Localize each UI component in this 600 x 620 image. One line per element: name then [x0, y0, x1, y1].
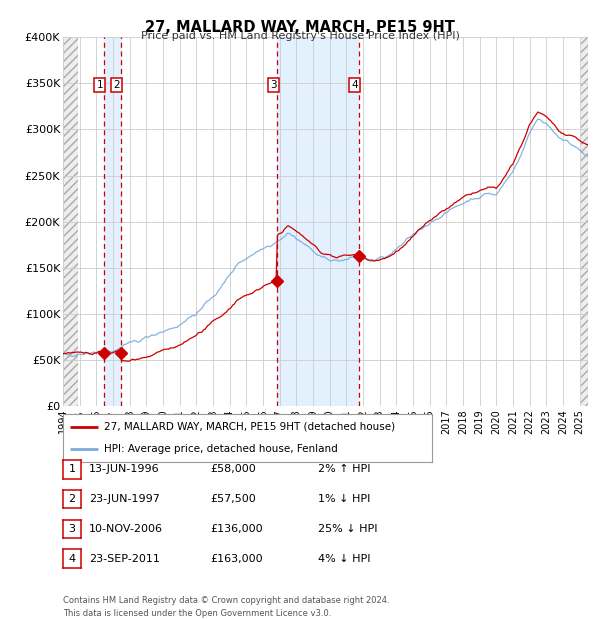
Text: HPI: Average price, detached house, Fenland: HPI: Average price, detached house, Fenl… — [104, 444, 337, 454]
Text: 23-SEP-2011: 23-SEP-2011 — [89, 554, 160, 564]
Text: 13-JUN-1996: 13-JUN-1996 — [89, 464, 160, 474]
Text: 1% ↓ HPI: 1% ↓ HPI — [318, 494, 370, 504]
Text: 2% ↑ HPI: 2% ↑ HPI — [318, 464, 371, 474]
Text: £58,000: £58,000 — [210, 464, 256, 474]
Text: £163,000: £163,000 — [210, 554, 263, 564]
Text: Price paid vs. HM Land Registry's House Price Index (HPI): Price paid vs. HM Land Registry's House … — [140, 31, 460, 41]
Bar — [104, 37, 121, 406]
Text: Contains HM Land Registry data © Crown copyright and database right 2024.
This d: Contains HM Land Registry data © Crown c… — [63, 596, 389, 618]
Text: 27, MALLARD WAY, MARCH, PE15 9HT (detached house): 27, MALLARD WAY, MARCH, PE15 9HT (detach… — [104, 422, 395, 432]
Text: 25% ↓ HPI: 25% ↓ HPI — [318, 524, 377, 534]
Bar — [63, 37, 79, 406]
Bar — [277, 37, 358, 406]
Text: 10-NOV-2006: 10-NOV-2006 — [89, 524, 163, 534]
Text: 4: 4 — [351, 80, 358, 90]
Text: 23-JUN-1997: 23-JUN-1997 — [89, 494, 160, 504]
Text: 27, MALLARD WAY, MARCH, PE15 9HT: 27, MALLARD WAY, MARCH, PE15 9HT — [145, 20, 455, 35]
Text: 1: 1 — [97, 80, 103, 90]
Text: 3: 3 — [68, 524, 76, 534]
Text: 3: 3 — [270, 80, 277, 90]
Text: £57,500: £57,500 — [210, 494, 256, 504]
Text: 4% ↓ HPI: 4% ↓ HPI — [318, 554, 371, 564]
Text: £136,000: £136,000 — [210, 524, 263, 534]
Bar — [581, 37, 588, 406]
Text: 2: 2 — [68, 494, 76, 504]
Text: 4: 4 — [68, 554, 76, 564]
Text: 2: 2 — [113, 80, 120, 90]
Text: 1: 1 — [68, 464, 76, 474]
